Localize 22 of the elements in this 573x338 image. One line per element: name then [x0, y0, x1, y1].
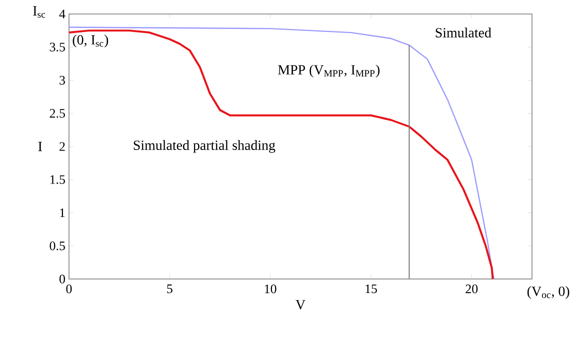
annotation: (0, I$_{sc}$) — [72, 34, 108, 48]
x-tick-label: 15 — [366, 284, 377, 294]
annotation: (V$_{oc}$, 0) — [527, 286, 570, 299]
text: I$_{sc}$ — [33, 6, 46, 18]
y-tick-label: 2 — [60, 142, 65, 151]
y-tick-label: 3 — [60, 76, 65, 85]
y-tick-label: 0.5 — [50, 241, 65, 250]
x-axis-title: V — [296, 300, 306, 310]
x-tick-label: 0 — [66, 284, 72, 294]
y-tick-label: 4 — [59, 10, 66, 18]
y-axis-title: I — [38, 142, 42, 152]
y-tick-label: 1 — [60, 208, 65, 218]
series-label: Simulated partial shading — [134, 140, 276, 153]
y-tick-label: 2.5 — [50, 108, 65, 118]
y-tick-label: 1.5 — [50, 175, 65, 184]
annotation: MPP (V$_{MPP}$, I$_{MPP}$) — [278, 64, 380, 78]
x-tick-label: 5 — [167, 284, 172, 294]
x-tick-label: 10 — [264, 284, 276, 294]
y-tick-label: 0 — [60, 274, 65, 284]
series-label: Simulated — [436, 28, 492, 38]
y-tick-label: 3.5 — [50, 42, 65, 52]
x-tick-label: 20 — [466, 284, 478, 294]
